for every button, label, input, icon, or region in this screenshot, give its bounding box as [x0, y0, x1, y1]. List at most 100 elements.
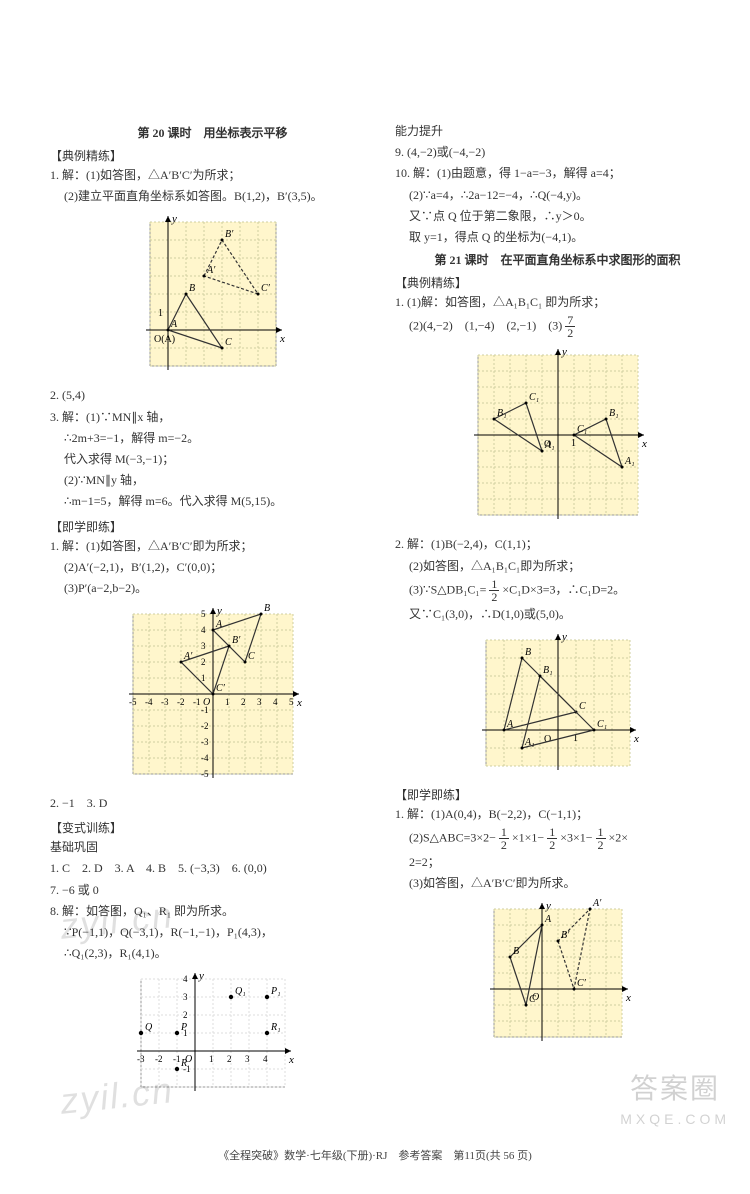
svg-text:y: y	[198, 970, 204, 982]
svg-text:B′: B′	[561, 930, 570, 941]
l-q1b: (2)建立平面直角坐标系如答图。B(1,2)，B′(3,5)。	[50, 187, 375, 206]
l-q3a: 3. 解：(1)∵MN∥x 轴，	[50, 408, 375, 427]
svg-text:-1: -1	[193, 697, 201, 707]
r-e1a: 1. 解：(1)A(0,4)，B(−2,2)，C(−1,1)；	[395, 805, 720, 824]
svg-text:-3: -3	[201, 737, 209, 747]
l-q3c: 代入求得 M(−3,−1)；	[50, 450, 375, 469]
svg-text:Q₁: Q₁	[235, 986, 246, 997]
svg-text:y: y	[171, 213, 177, 225]
svg-text:3: 3	[201, 641, 206, 651]
section-dianli-l: 【典例精练】	[50, 147, 375, 164]
svg-text:-2: -2	[155, 1054, 163, 1064]
figure-1: xyO(A)1ABCA′B′C′	[138, 210, 288, 378]
r-e1d: (3)如答图，△A′B′C′即为所求。	[395, 874, 720, 893]
svg-text:P₁: P₁	[270, 986, 281, 997]
svg-text:2: 2	[241, 697, 246, 707]
svg-text:-4: -4	[201, 753, 209, 763]
svg-text:4: 4	[263, 1054, 268, 1064]
svg-text:1: 1	[158, 308, 163, 319]
svg-text:O(A): O(A)	[154, 334, 175, 345]
svg-text:C′: C′	[261, 283, 271, 294]
figure-A: xyO1B₁A₁C₁C₁A₁B₁	[466, 343, 650, 527]
l-q3e: ∴m−1=5，解得 m=6。代入求得 M(5,15)。	[50, 492, 375, 511]
svg-text:-2: -2	[201, 721, 209, 731]
svg-text:B₁: B₁	[543, 665, 553, 676]
l-p1b: (2)A′(−2,1)，B′(1,2)，C′(0,0)；	[50, 558, 375, 577]
figure-C: xyOBCAB′C′A′	[482, 897, 634, 1049]
r-d1b-prefix: (2)(4,−2) (1,−4) (2,−1) (3)	[409, 319, 562, 333]
r-d2b: (2)如答图，△A₁B₁C₁即为所求；	[395, 557, 720, 576]
svg-text:R₁: R₁	[270, 1022, 281, 1033]
svg-text:-3: -3	[137, 1054, 145, 1064]
r-d2d: 又∵C₁(3,0)，∴D(1,0)或(5,0)。	[395, 605, 720, 624]
right-column: 能力提升 9. (4,−2)或(−4,−2) 10. 解：(1)由题意，得 1−…	[395, 120, 720, 1107]
svg-text:C: C	[579, 701, 586, 712]
svg-text:-5: -5	[129, 697, 137, 707]
page-footer: 《全程突破》数学·七年级(下册)·RJ 参考答案 第11页(共 56 页)	[0, 1147, 750, 1163]
svg-text:3: 3	[183, 992, 188, 1002]
l-q2: 2. (5,4)	[50, 386, 375, 405]
svg-text:C′: C′	[216, 683, 226, 694]
svg-text:x: x	[279, 333, 285, 345]
svg-text:3: 3	[245, 1054, 250, 1064]
svg-text:-4: -4	[145, 697, 153, 707]
l-b1: 1. C 2. D 3. A 4. B 5. (−3,3) 6. (0,0)	[50, 859, 375, 878]
svg-text:x: x	[633, 733, 639, 745]
svg-text:B: B	[513, 946, 519, 957]
svg-text:A′: A′	[183, 651, 193, 662]
figure-2: xyO-5-4-3-2-112345-5-4-3-2-112345ABCA′B′…	[121, 602, 305, 786]
svg-text:x: x	[625, 992, 631, 1004]
svg-text:C: C	[529, 994, 536, 1005]
svg-text:4: 4	[183, 974, 188, 984]
r-e1b: (2)S△ABC=3×2− 12 ×1×1− 12 ×3×1− 12 ×2×	[395, 826, 720, 851]
svg-text:1: 1	[225, 697, 230, 707]
svg-text:A₁: A₁	[624, 456, 635, 467]
r-d1a: 1. (1)解：如答图，△A₁B₁C₁ 即为所求；	[395, 293, 720, 312]
figure-3: xyO-3-2-11234-11234PQRP₁Q₁R₁	[129, 967, 297, 1099]
svg-text:y: y	[545, 900, 551, 912]
l-p2: 2. −1 3. D	[50, 794, 375, 813]
svg-text:1: 1	[201, 673, 206, 683]
svg-text:-1: -1	[173, 1054, 181, 1064]
svg-text:4: 4	[201, 625, 206, 635]
section-dianli-r: 【典例精练】	[395, 274, 720, 291]
r-q10d: 取 y=1，得点 Q 的坐标为(−4,1)。	[395, 228, 720, 247]
l-b8b: ∵P(−1,1)，Q(−3,1)，R(−1,−1)，P₁(4,3)，	[50, 923, 375, 942]
svg-text:5: 5	[201, 609, 206, 619]
svg-text:B₁: B₁	[497, 408, 507, 419]
svg-text:y: y	[561, 346, 567, 358]
svg-text:x: x	[641, 438, 647, 450]
svg-text:B′: B′	[225, 229, 234, 240]
svg-text:A: A	[544, 914, 552, 925]
svg-text:C₁: C₁	[597, 719, 607, 730]
l-b8c: ∴Q₁(2,3)，R₁(4,1)。	[50, 944, 375, 963]
frac-half-1: 1 2	[489, 578, 499, 603]
svg-text:A₁: A₁	[524, 737, 535, 748]
svg-text:y: y	[561, 631, 567, 643]
svg-text:O: O	[544, 734, 551, 745]
svg-text:2: 2	[201, 657, 206, 667]
left-column: 第 20 课时 用坐标表示平移 【典例精练】 1. 解：(1)如答图，△A′B′…	[50, 120, 375, 1107]
l-p1a: 1. 解：(1)如答图，△A′B′C′即为所求；	[50, 537, 375, 556]
svg-text:-3: -3	[161, 697, 169, 707]
svg-text:-5: -5	[201, 769, 209, 779]
l-b8a: 8. 解：如答图，Q₁、R₁ 即为所求。	[50, 902, 375, 921]
svg-text:Q: Q	[145, 1022, 153, 1033]
svg-text:C₁: C₁	[577, 424, 587, 435]
r-q10a: 10. 解：(1)由题意，得 1−a=−3，解得 a=4；	[395, 164, 720, 183]
r-q10c: 又∵点 Q 位于第二象限，∴y＞0。	[395, 207, 720, 226]
l-q3b: ∴2m+3=−1，解得 m=−2。	[50, 429, 375, 448]
svg-text:A′: A′	[592, 898, 602, 909]
r-d2c: (3)∵S△DB₁C₁= 1 2 ×C₁D×3=3，∴C₁D=2。	[395, 578, 720, 603]
section-bianshi: 【变式训练】	[50, 819, 375, 836]
r-e1c: 2=2；	[395, 853, 720, 872]
svg-text:R: R	[180, 1058, 187, 1069]
lesson-20-title: 第 20 课时 用坐标表示平移	[50, 124, 375, 141]
svg-text:C: C	[248, 651, 255, 662]
svg-text:4: 4	[273, 697, 278, 707]
lesson-21-title: 第 21 课时 在平面直角坐标系中求图形的面积	[395, 251, 720, 268]
svg-text:A: A	[215, 619, 223, 630]
svg-text:y: y	[216, 605, 222, 617]
figure-B: xyO1BCAB₁C₁A₁	[474, 628, 642, 778]
l-b7: 7. −6 或 0	[50, 881, 375, 900]
